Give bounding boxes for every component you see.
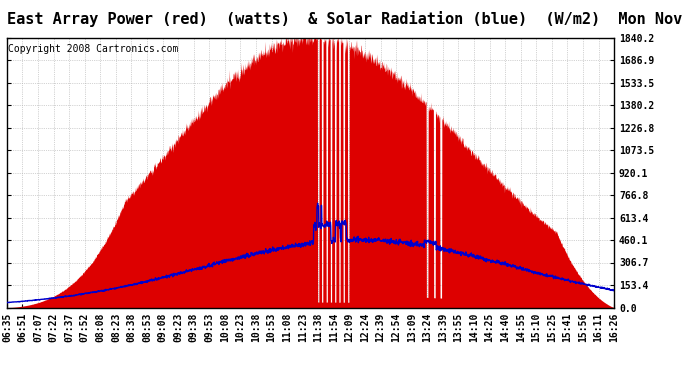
- Text: East Array Power (red)  (watts)  & Solar Radiation (blue)  (W/m2)  Mon Nov 10  1: East Array Power (red) (watts) & Solar R…: [7, 11, 690, 27]
- Text: Copyright 2008 Cartronics.com: Copyright 2008 Cartronics.com: [8, 44, 179, 54]
